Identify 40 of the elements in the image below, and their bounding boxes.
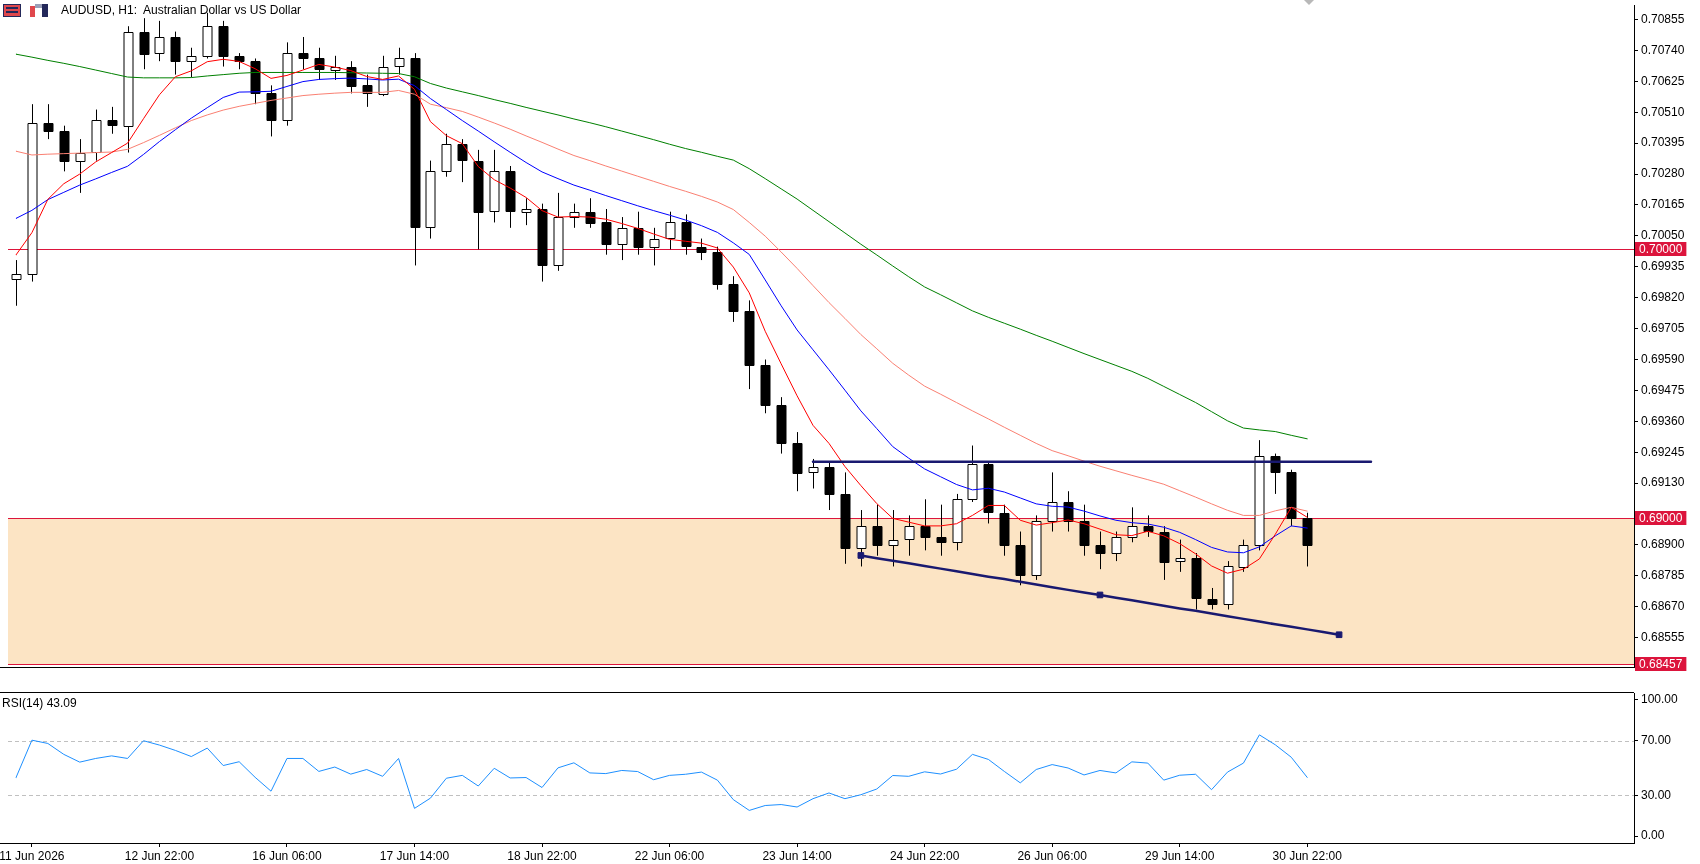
y-tick-label: 70.00 — [1641, 733, 1672, 748]
y-tick-label: 0.68670 — [1641, 599, 1685, 614]
y-tick-label: 0.69475 — [1641, 382, 1685, 397]
y-tick-label: 0.70510 — [1641, 104, 1685, 119]
y-tick-label: 30.00 — [1641, 787, 1672, 802]
y-tick-label: 0.68900 — [1641, 537, 1685, 552]
y-tick-label: 0.68785 — [1641, 568, 1685, 583]
y-tick-label: 0.70280 — [1641, 166, 1685, 181]
y-tick-label: 0.69590 — [1641, 351, 1685, 366]
y-tick-label: 0.00 — [1641, 828, 1665, 843]
chart-title: RSI(14) 43.09 — [2, 696, 77, 710]
x-tick-label: 24 Jun 22:00 — [889, 848, 960, 863]
x-tick-label: 11 Jun 2026 — [0, 848, 65, 863]
x-tick-label: 30 Jun 22:00 — [1272, 848, 1343, 863]
y-tick-label: 0.70165 — [1641, 197, 1685, 212]
y-tick-label: 0.68555 — [1641, 630, 1685, 645]
x-tick-label: 26 Jun 06:00 — [1017, 848, 1088, 863]
x-tick-label: 18 Jun 22:00 — [507, 848, 578, 863]
y-tick-label: 0.69360 — [1641, 413, 1685, 428]
y-tick-label: 0.70740 — [1641, 42, 1685, 57]
y-tick-label: 0.70855 — [1641, 11, 1685, 26]
ref-line-label: 0.70000 — [1639, 241, 1683, 256]
y-tick-label: 0.69820 — [1641, 290, 1685, 305]
y-tick-label: 0.69935 — [1641, 259, 1685, 274]
y-tick-label: 0.69705 — [1641, 320, 1685, 335]
y-tick-label: 0.70395 — [1641, 135, 1685, 150]
y-tick-label: 100.00 — [1641, 692, 1679, 707]
x-tick-label: 12 Jun 22:00 — [124, 848, 195, 863]
ref-line-label: 0.69000 — [1639, 510, 1683, 525]
y-tick-label: 0.69130 — [1641, 475, 1685, 490]
x-tick-label: 29 Jun 14:00 — [1144, 848, 1215, 863]
y-tick-label: 0.70050 — [1641, 228, 1685, 243]
x-tick-label: 16 Jun 06:00 — [252, 848, 322, 863]
x-tick-label: 22 Jun 06:00 — [634, 848, 705, 863]
x-tick-label: 23 Jun 14:00 — [762, 848, 833, 863]
chart-title: AUDUSD, H1: Australian Dollar vs US Dollar — [61, 3, 302, 17]
y-tick-label: 0.70625 — [1641, 73, 1685, 88]
x-tick-label: 17 Jun 14:00 — [379, 848, 450, 863]
y-tick-label: 0.69245 — [1641, 444, 1685, 459]
ref-line-label: 0.68457 — [1639, 656, 1683, 671]
